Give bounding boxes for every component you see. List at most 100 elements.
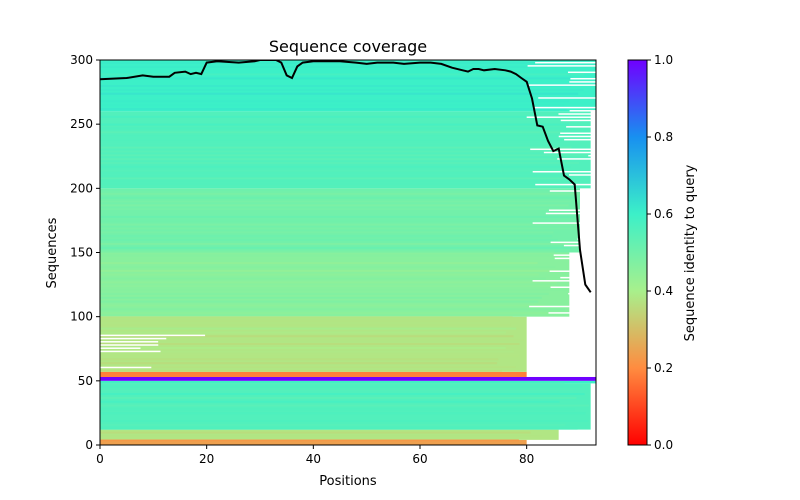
alignment-row <box>100 262 538 265</box>
alignment-row <box>100 292 549 295</box>
colorbar-label: Sequence identity to query <box>683 164 698 341</box>
alignment-row <box>100 88 584 91</box>
alignment-row <box>100 111 569 114</box>
y-tick-label: 50 <box>78 374 93 388</box>
heatmap-area <box>100 60 596 445</box>
alignment-row <box>100 96 594 99</box>
alignment-row <box>100 239 558 242</box>
alignment-row <box>100 358 499 361</box>
alignment-row <box>100 419 589 422</box>
alignment-row <box>100 331 506 334</box>
alignment-row <box>100 246 572 249</box>
alignment-row <box>100 192 580 195</box>
x-axis-label: Positions <box>319 474 377 489</box>
gap-row <box>569 110 596 112</box>
alignment-row <box>100 165 571 168</box>
y-axis-label: Sequences <box>45 217 60 288</box>
gap-row <box>532 280 596 282</box>
alignment-row <box>100 408 576 411</box>
gap-row <box>535 183 596 186</box>
gap-row <box>577 238 596 240</box>
y-tick-label: 150 <box>70 246 93 260</box>
alignment-row <box>100 443 509 445</box>
y-tick-label: 200 <box>70 181 93 195</box>
gap-row <box>588 154 596 157</box>
alignment-row <box>100 77 573 80</box>
alignment-row <box>100 188 578 191</box>
alignment-row <box>100 227 579 230</box>
y-tick-label: 0 <box>85 438 93 452</box>
alignment-row <box>100 393 585 396</box>
gap-row <box>532 222 596 224</box>
colorbar-tick-label: 0.4 <box>654 284 673 298</box>
alignment-row <box>100 285 558 288</box>
x-tick-label: 20 <box>199 452 214 466</box>
alignment-row <box>100 277 546 280</box>
alignment-row <box>100 150 581 153</box>
alignment-row <box>100 131 562 134</box>
gap-row <box>100 347 141 349</box>
gap-row <box>589 260 596 263</box>
gap-row <box>569 81 596 83</box>
gap-row <box>100 344 159 346</box>
gap-row <box>549 270 596 272</box>
gap-row <box>528 84 596 86</box>
alignment-row <box>100 400 560 403</box>
alignment-row <box>100 115 578 118</box>
colorbar-tick-label: 0.2 <box>654 361 673 375</box>
gap-row <box>567 71 596 74</box>
alignment-row <box>100 181 578 184</box>
alignment-row <box>100 342 520 345</box>
gap-row <box>100 334 206 337</box>
alignment-row <box>100 289 569 292</box>
y-tick-label: 250 <box>70 117 93 131</box>
alignment-row <box>100 412 586 415</box>
gap-row <box>557 158 596 160</box>
x-axis: 0 20 40 60 80 <box>96 445 534 466</box>
alignment-row <box>100 61 591 64</box>
gap-row <box>543 151 596 154</box>
colorbar-tick-label: 0.6 <box>654 207 673 221</box>
gap-row <box>545 212 596 215</box>
alignment-row <box>100 108 567 111</box>
x-tick-label: 40 <box>306 452 321 466</box>
gap-row <box>553 254 596 256</box>
alignment-row <box>100 281 557 284</box>
gap-row <box>526 116 596 118</box>
alignment-row <box>100 242 576 245</box>
alignment-row <box>100 431 531 434</box>
alignment-row <box>100 354 520 357</box>
gap-row <box>558 135 596 138</box>
alignment-row <box>100 196 576 199</box>
colorbar: 0.0 0.2 0.4 0.6 0.8 1.0 Sequence identity to … <box>627 53 698 452</box>
alignment-row <box>100 404 590 407</box>
alignment-row <box>100 427 578 430</box>
alignment-row <box>100 92 579 95</box>
alignment-row <box>100 81 582 84</box>
alignment-row <box>100 204 569 207</box>
colorbar-tick-label: 1.0 <box>654 53 673 67</box>
gap-row <box>100 366 152 369</box>
alignment-row <box>100 169 561 172</box>
gap-row <box>548 312 596 314</box>
alignment-row <box>100 127 575 130</box>
x-tick-label: 0 <box>96 452 104 466</box>
alignment-row <box>100 423 566 426</box>
alignment-row <box>100 73 585 76</box>
alignment-row <box>100 185 588 188</box>
alignment-row <box>100 100 570 103</box>
chart-title: Sequence coverage <box>269 37 427 56</box>
alignment-row <box>100 138 562 141</box>
alignment-row <box>100 158 563 161</box>
alignment-row <box>100 339 524 342</box>
colorbar-tick-label: 0.8 <box>654 130 673 144</box>
gap-row <box>530 148 596 151</box>
alignment-row <box>100 69 565 72</box>
gap-row <box>532 171 596 173</box>
gap-row <box>100 341 159 343</box>
y-axis: 0 50 100 150 200 250 300 <box>70 53 100 452</box>
alignment-row <box>100 335 514 338</box>
gap-row <box>560 276 596 279</box>
alignment-row <box>100 123 569 126</box>
